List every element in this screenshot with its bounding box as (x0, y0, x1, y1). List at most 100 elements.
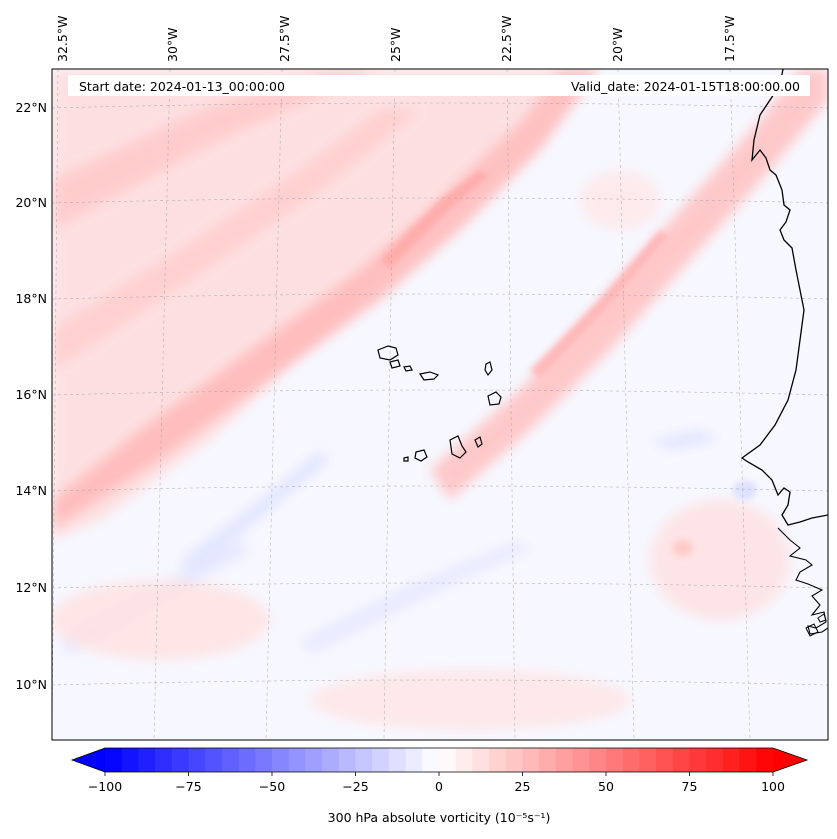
parallel-20N (52, 197, 828, 204)
colorbar-tick-label: 50 (598, 779, 614, 794)
map-panel (52, 69, 828, 740)
parallel-22N (52, 102, 828, 109)
colorbar-segment (606, 748, 624, 772)
colorbar-extend-min (72, 748, 105, 772)
colorbar-segment (505, 748, 524, 772)
vorticity-stripe (52, 110, 420, 370)
positive-vorticity-patch (52, 580, 270, 660)
start-date-label: Start date: 2024-01-13_00:00:00 (79, 79, 285, 94)
lon-label: 25°W (388, 27, 403, 62)
latitude-labels: 22°N 20°N 18°N 16°N 14°N 12°N 10°N (15, 100, 47, 692)
colorbar-segment (155, 748, 173, 772)
negative-vorticity-spot (733, 480, 757, 500)
lon-label: 22.5°W (499, 16, 514, 62)
vorticity-streak-core (530, 230, 668, 378)
colorbar-tick-label: −50 (259, 779, 285, 794)
negative-vorticity-streak (180, 450, 330, 575)
parallel-12N (52, 582, 828, 589)
colorbar-tick-label: −25 (342, 779, 368, 794)
lat-label: 10°N (15, 677, 47, 692)
colorbar-segment (255, 748, 273, 772)
vorticity-streak-core (380, 170, 488, 268)
colorbar-segment (672, 748, 691, 772)
colorbar-ticks: −100 −75 −50 −25 0 25 50 75 100 (88, 772, 785, 794)
lon-label: 20°W (610, 27, 625, 62)
island-santiago (449, 435, 467, 459)
lat-label: 14°N (15, 483, 47, 498)
parallel-10N (52, 679, 828, 686)
lat-label: 12°N (15, 580, 47, 595)
colorbar-segment (121, 748, 139, 772)
positive-vorticity-patch (580, 170, 660, 230)
colorbar-segment (539, 748, 557, 772)
colorbar-tick-label: −100 (88, 779, 122, 794)
negative-vorticity-streak (300, 540, 530, 655)
colorbar-segment (338, 748, 357, 772)
lat-label: 18°N (15, 291, 47, 306)
vorticity-stripe (52, 69, 380, 230)
colorbar-segment (288, 748, 306, 772)
island-fogo (414, 449, 428, 462)
colorbar-segment (689, 748, 707, 772)
positive-vorticity-patch (650, 500, 790, 620)
lon-label: 32.5°W (55, 16, 70, 62)
island-sal (484, 361, 493, 377)
lon-label: 30°W (165, 27, 180, 62)
colorbar-segment (305, 748, 323, 772)
parallel-14N (52, 485, 828, 492)
colorbar-extend-max (773, 748, 807, 772)
lon-label: 17.5°W (722, 16, 737, 62)
island-sao-nicolau (419, 371, 440, 381)
lat-label: 16°N (15, 387, 47, 402)
colorbar-segment (472, 748, 490, 772)
colorbar-segment (322, 748, 340, 772)
colorbar-tick-label: 25 (515, 779, 531, 794)
africa-coastline (740, 69, 828, 526)
colorbar-segment (589, 748, 607, 772)
cape-verde-islands (377, 345, 502, 462)
colorbar-tick-label: 0 (435, 779, 443, 794)
island-boa-vista (487, 391, 502, 406)
colorbar-segment (138, 748, 156, 772)
island-sao-vicente (389, 359, 401, 369)
colorbar-segment (238, 748, 256, 772)
parallel-18N (52, 293, 828, 300)
colorbar-segment (439, 748, 457, 772)
colorbar-segment (372, 748, 390, 772)
lon-label: 27.5°W (277, 16, 292, 62)
positive-vorticity-spot (673, 540, 693, 556)
vorticity-detail (380, 170, 757, 556)
header-strip (68, 75, 810, 96)
longitude-labels: 32.5°W 30°W 27.5°W 25°W 22.5°W 20°W 17.5… (55, 16, 737, 62)
bijagos-islands (805, 613, 827, 637)
negative-vorticity-streak (650, 430, 720, 450)
colorbar-label: 300 hPa absolute vorticity (10⁻⁵s⁻¹) (328, 810, 551, 825)
vorticity-field (52, 69, 828, 730)
colorbar-segment (706, 748, 724, 772)
valid-date-label: Valid_date: 2024-01-15T18:00:00.00 (571, 79, 800, 94)
colorbar-segment (555, 748, 574, 772)
lat-label: 20°N (15, 195, 47, 210)
graticule (52, 69, 828, 740)
colorbar-segment (622, 748, 640, 772)
colorbar-segment (489, 748, 507, 772)
colorbar-tick-label: 75 (682, 779, 698, 794)
colorbar-segment (639, 748, 657, 772)
island-maio (474, 436, 483, 448)
colorbar-segment (572, 748, 590, 772)
colorbar-segment (722, 748, 741, 772)
colorbar-segment (756, 748, 774, 772)
colorbar-segment (388, 748, 407, 772)
colorbar-segment (105, 748, 123, 772)
colorbar-segment (272, 748, 290, 772)
lat-label: 22°N (15, 100, 47, 115)
colorbar-segment (739, 748, 757, 772)
island-santo-antao (377, 345, 399, 361)
colorbar: −100 −75 −50 −25 0 25 50 75 100 300 hPa absolute… (70, 747, 809, 825)
colorbar-segment (188, 748, 206, 772)
colorbar-segment (205, 748, 223, 772)
colorbar-segment (171, 748, 190, 772)
colorbar-segment (422, 748, 440, 772)
colorbar-tick-label: −75 (175, 779, 201, 794)
